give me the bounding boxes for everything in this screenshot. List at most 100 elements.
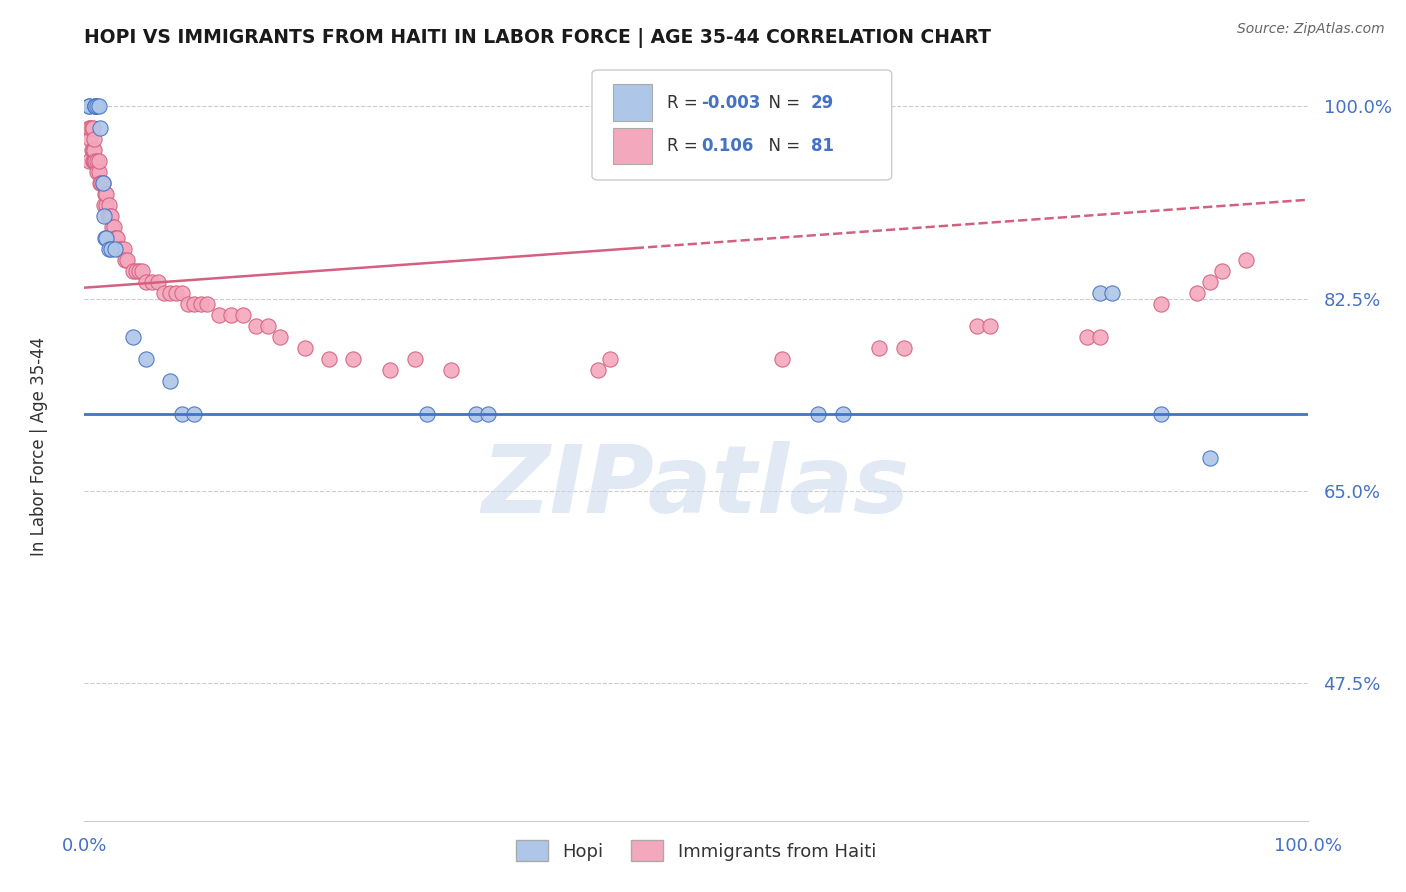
Point [1198, 275, 1220, 289]
Point [100, 242, 122, 256]
Point [115, 253, 138, 268]
Point [110, 242, 132, 256]
Point [141, 275, 163, 289]
Point [77, 99, 100, 113]
Point [190, 297, 212, 311]
Point [87, 154, 110, 169]
Point [80, 121, 103, 136]
Point [1150, 297, 1173, 311]
Text: R =: R = [666, 136, 703, 155]
Point [294, 341, 316, 355]
Text: 81: 81 [811, 136, 834, 155]
Point [83, 144, 105, 158]
Point [89, 177, 111, 191]
Point [87, 99, 110, 113]
Text: In Labor Force | Age 35-44: In Labor Force | Age 35-44 [31, 336, 48, 556]
Point [146, 275, 169, 289]
Point [105, 231, 128, 245]
Point [464, 407, 486, 421]
Point [122, 264, 145, 278]
Point [1150, 407, 1173, 421]
Point [183, 297, 205, 311]
Point [159, 286, 181, 301]
Point [82, 144, 104, 158]
Point [416, 407, 439, 421]
Point [94, 231, 117, 245]
Point [84, 99, 107, 113]
Point [404, 352, 426, 367]
Text: Source: ZipAtlas.com: Source: ZipAtlas.com [1237, 22, 1385, 37]
Point [87, 165, 110, 179]
Point [97, 209, 120, 223]
Legend: Hopi, Immigrants from Haiti: Hopi, Immigrants from Haiti [509, 833, 883, 869]
Point [86, 165, 108, 179]
Point [91, 177, 114, 191]
Point [208, 308, 231, 322]
Point [1076, 330, 1098, 344]
Point [82, 154, 104, 169]
Point [107, 242, 129, 256]
Point [93, 198, 115, 212]
Point [232, 308, 254, 322]
Point [257, 319, 280, 334]
Point [83, 154, 105, 169]
Point [128, 264, 150, 278]
Point [195, 297, 218, 311]
Point [80, 144, 103, 158]
Point [172, 407, 194, 421]
Point [807, 407, 830, 421]
Point [599, 352, 621, 367]
Point [159, 374, 181, 388]
Point [131, 264, 153, 278]
Point [105, 231, 128, 245]
Point [104, 242, 127, 256]
Point [477, 407, 499, 421]
Point [966, 319, 988, 334]
Point [83, 132, 105, 146]
Point [93, 209, 115, 223]
Point [979, 319, 1001, 334]
Point [1187, 286, 1209, 301]
Point [114, 253, 136, 268]
Point [1198, 450, 1220, 465]
Text: 29: 29 [811, 94, 834, 112]
Text: N =: N = [758, 94, 806, 112]
Point [172, 286, 194, 301]
Point [77, 154, 100, 169]
Point [89, 121, 111, 136]
Text: N =: N = [758, 136, 806, 155]
Point [440, 363, 463, 377]
Point [98, 209, 121, 223]
Point [96, 231, 118, 245]
Point [77, 99, 100, 113]
Point [135, 275, 157, 289]
Point [1211, 264, 1233, 278]
Point [82, 121, 104, 136]
Point [165, 286, 187, 301]
Text: HOPI VS IMMIGRANTS FROM HAITI IN LABOR FORCE | AGE 35-44 CORRELATION CHART: HOPI VS IMMIGRANTS FROM HAITI IN LABOR F… [84, 28, 991, 48]
Point [112, 242, 135, 256]
Point [97, 242, 120, 256]
Point [97, 198, 120, 212]
Point [77, 121, 100, 136]
Point [96, 198, 118, 212]
Text: ZIPatlas: ZIPatlas [482, 441, 910, 533]
FancyBboxPatch shape [613, 128, 652, 164]
Point [86, 154, 108, 169]
Text: 0.106: 0.106 [700, 136, 754, 155]
Point [380, 363, 402, 377]
Point [1236, 253, 1258, 268]
Point [79, 132, 101, 146]
Point [1088, 286, 1111, 301]
Point [86, 99, 108, 113]
Point [893, 341, 915, 355]
Point [91, 177, 114, 191]
Point [869, 341, 891, 355]
Point [122, 330, 145, 344]
Point [84, 99, 107, 113]
Point [245, 319, 267, 334]
Point [84, 154, 107, 169]
Point [1101, 286, 1123, 301]
FancyBboxPatch shape [613, 85, 652, 120]
Point [1088, 330, 1111, 344]
